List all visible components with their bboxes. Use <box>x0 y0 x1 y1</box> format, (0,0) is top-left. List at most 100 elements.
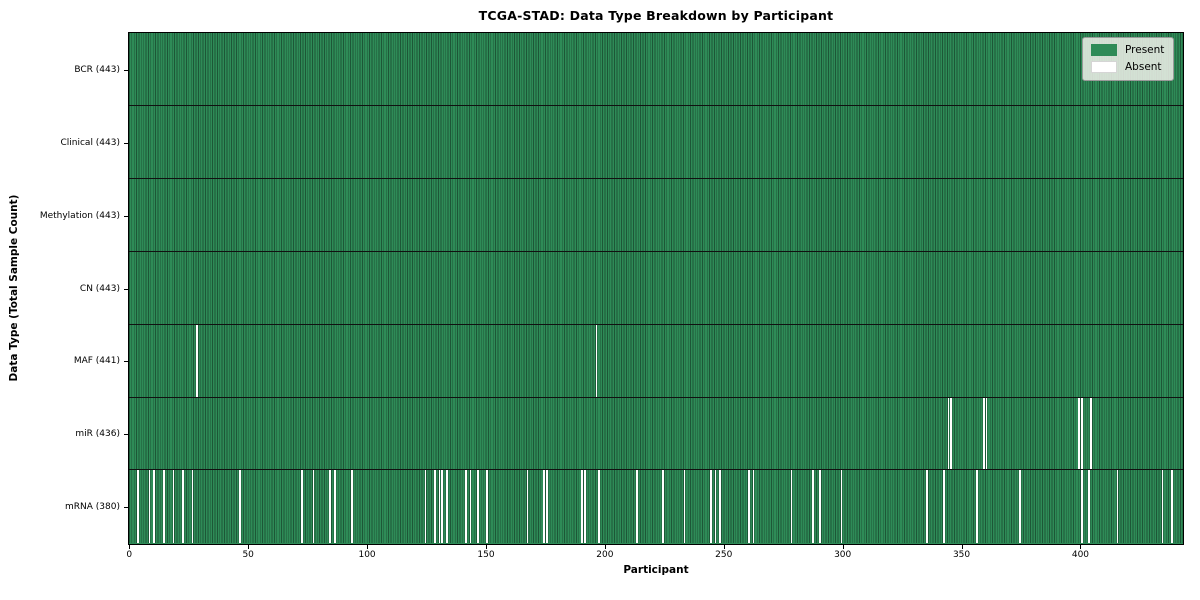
absent-stripe <box>526 470 529 544</box>
y-tick-mark <box>124 507 128 509</box>
absent-stripe <box>714 470 717 544</box>
absent-stripe <box>424 470 427 544</box>
x-tick-mark <box>1080 545 1082 549</box>
absent-stripe <box>445 470 448 544</box>
x-tick-mark <box>367 545 369 549</box>
absent-stripe <box>1080 397 1083 470</box>
x-tick-mark <box>723 545 725 549</box>
absent-stripe <box>1080 470 1083 544</box>
absent-stripe <box>947 397 950 470</box>
absent-stripe <box>239 470 241 544</box>
absent-stripe <box>976 470 978 544</box>
x-tick-label-350: 350 <box>952 550 971 560</box>
absent-stripe <box>840 470 843 544</box>
absent-stripe <box>662 470 665 544</box>
x-tick-mark <box>248 545 250 549</box>
y-tick-mark <box>124 361 128 363</box>
x-tick-label-150: 150 <box>477 550 495 560</box>
x-tick-mark <box>842 545 844 549</box>
absent-stripe <box>747 470 750 544</box>
absent-stripe <box>441 470 443 544</box>
absent-stripe <box>719 470 722 544</box>
absent-stripe <box>1078 397 1081 470</box>
heatmap-row-clinical <box>129 105 1183 179</box>
absent-stripe <box>438 470 441 544</box>
y-tick-label-mir: miR (436) <box>75 429 120 440</box>
absent-stripe <box>1087 470 1090 544</box>
x-tick-label-300: 300 <box>834 550 852 560</box>
legend-swatch-absent-icon <box>1091 61 1117 73</box>
absent-stripe <box>153 470 156 544</box>
absent-stripe <box>148 470 151 544</box>
absent-stripe <box>329 470 332 544</box>
absent-stripe <box>595 324 598 397</box>
absent-stripe <box>926 470 928 544</box>
x-tick-label-0: 0 <box>126 550 133 560</box>
absent-stripe <box>172 470 175 544</box>
absent-stripe <box>350 470 353 544</box>
absent-stripe <box>790 470 793 544</box>
absent-stripe <box>334 470 336 544</box>
legend-label-present: Present <box>1125 44 1165 56</box>
absent-stripe <box>543 470 546 544</box>
x-tick-mark <box>604 545 606 549</box>
absent-stripe <box>545 470 548 544</box>
heatmap-row-methylation <box>129 178 1183 252</box>
absent-stripe <box>583 470 586 544</box>
legend: Present Absent <box>1082 37 1175 81</box>
x-tick-label-100: 100 <box>358 550 376 560</box>
absent-stripe <box>1171 470 1173 544</box>
absent-stripe <box>434 470 436 544</box>
x-tick-mark <box>485 545 487 549</box>
y-tick-label-mrna: mRNA (380) <box>65 502 120 513</box>
y-tick-mark <box>124 434 128 436</box>
legend-item-present: Present <box>1091 44 1164 56</box>
y-tick-label-methylation: Methylation (443) <box>39 210 120 221</box>
legend-label-absent: Absent <box>1125 61 1162 73</box>
x-tick-label-200: 200 <box>596 550 614 560</box>
absent-stripe <box>162 470 165 544</box>
x-tick-label-250: 250 <box>715 550 733 560</box>
absent-stripe <box>136 470 139 544</box>
absent-stripe <box>636 470 638 544</box>
absent-stripe <box>1161 470 1164 544</box>
x-tick-mark <box>961 545 963 549</box>
legend-swatch-present-icon <box>1091 44 1117 56</box>
heatmap-row-cn <box>129 251 1183 325</box>
absent-stripe <box>581 470 584 544</box>
absent-stripe <box>191 470 194 544</box>
heatmap-row-mir <box>129 397 1183 471</box>
absent-stripe <box>683 470 686 544</box>
x-axis-label: Participant <box>623 564 689 576</box>
absent-stripe <box>983 397 986 470</box>
y-tick-mark <box>124 288 128 290</box>
y-tick-mark <box>124 69 128 71</box>
y-tick-mark <box>124 215 128 217</box>
chart-title: TCGA-STAD: Data Type Breakdown by Partic… <box>478 8 834 23</box>
absent-stripe <box>486 470 489 544</box>
x-tick-mark <box>129 545 131 549</box>
absent-stripe <box>819 470 821 544</box>
absent-stripe <box>312 470 315 544</box>
absent-stripe <box>1090 397 1093 470</box>
x-tick-label-50: 50 <box>242 550 254 560</box>
heatmap-row-maf <box>129 324 1183 398</box>
absent-stripe <box>476 470 479 544</box>
absent-stripe <box>196 324 198 397</box>
plot-area <box>128 32 1184 545</box>
absent-stripe <box>812 470 814 544</box>
absent-stripe <box>1019 470 1021 544</box>
absent-stripe <box>464 470 467 544</box>
y-tick-label-cn: CN (443) <box>79 283 120 294</box>
absent-stripe <box>1116 470 1119 544</box>
y-tick-label-bcr: BCR (443) <box>74 64 120 75</box>
absent-stripe <box>950 397 952 470</box>
absent-stripe <box>985 397 988 470</box>
absent-stripe <box>182 470 184 544</box>
y-tick-mark <box>124 142 128 144</box>
absent-stripe <box>598 470 600 544</box>
y-tick-label-maf: MAF (441) <box>73 356 120 367</box>
x-tick-label-400: 400 <box>1071 550 1090 560</box>
absent-stripe <box>469 470 472 544</box>
